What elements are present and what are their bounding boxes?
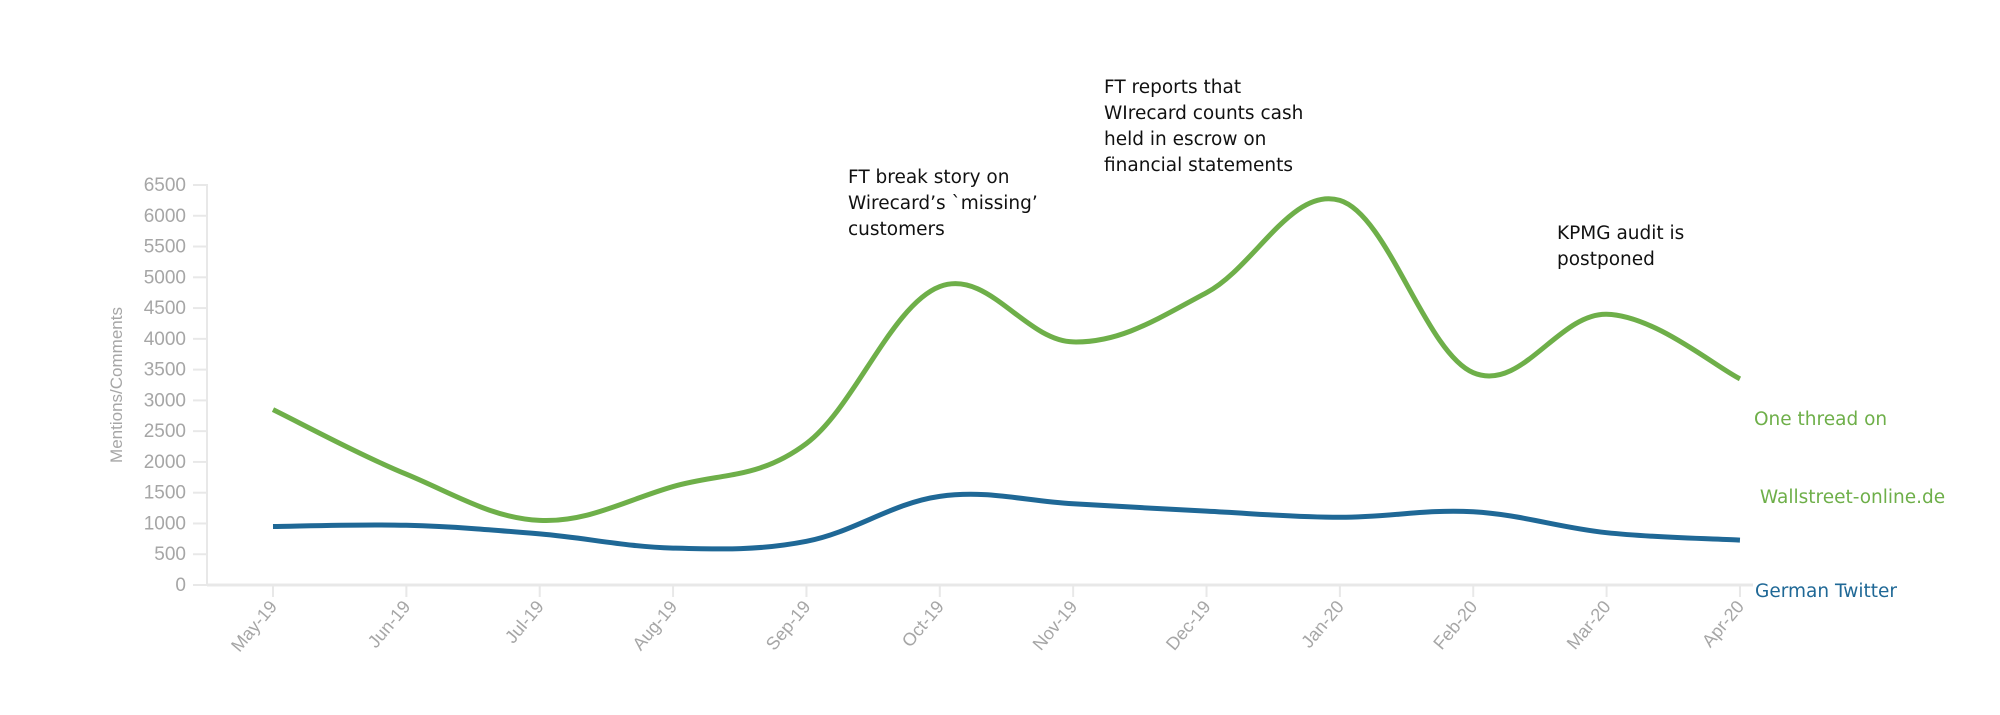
legend-label-line: Wallstreet-online.de xyxy=(1754,487,1946,508)
annotation-line: customers xyxy=(848,219,945,240)
y-tick-label: 0 xyxy=(175,575,186,596)
legend-label-wallstreet-online: One thread on Wallstreet-online.de xyxy=(1754,355,1945,537)
annotation-line: held in escrow on xyxy=(1104,129,1267,150)
y-tick-label: 500 xyxy=(154,544,186,565)
x-axis: May-19 Jun-19 Jul-19 Aug-19 Sep-19 Oct-19 Nov-… xyxy=(207,583,1753,656)
y-tick-label: 6500 xyxy=(144,175,186,196)
y-tick-label: 5500 xyxy=(144,237,186,258)
y-tick-label: 4500 xyxy=(144,298,186,319)
series-line xyxy=(271,196,1742,523)
y-tick-label: 1500 xyxy=(144,483,186,504)
series-german-twitter xyxy=(272,491,1741,552)
y-tick-label: 1000 xyxy=(144,513,186,534)
y-tick-label: 4000 xyxy=(144,329,186,350)
x-tick-label: Mar-20 xyxy=(1563,597,1615,654)
x-tick-label: Oct-19 xyxy=(898,597,948,651)
annotation-line: financial statements xyxy=(1104,155,1293,176)
annotation-ft-break-story: FT break story on Wirecard’s `missing’ c… xyxy=(848,165,1038,243)
y-axis-label: Mentions/Comments xyxy=(107,307,126,463)
x-tick-label: Jun-19 xyxy=(364,597,415,652)
x-tick-label: Nov-19 xyxy=(1029,597,1082,654)
x-tick-label: May-19 xyxy=(227,597,281,656)
y-tick-label: 2500 xyxy=(144,421,186,442)
legend-label-line: German Twitter xyxy=(1755,581,1897,602)
annotation-line: postponed xyxy=(1557,249,1655,270)
legend-label-german-twitter: German Twitter xyxy=(1755,527,1897,631)
annotation-ft-reports-escrow: FT reports that WIrecard counts cash hel… xyxy=(1104,75,1303,179)
annotation-line: FT reports that xyxy=(1104,77,1242,98)
y-tick-label: 5000 xyxy=(144,267,186,288)
y-tick-label: 2000 xyxy=(144,452,186,473)
annotation-line: KPMG audit is xyxy=(1557,223,1685,244)
x-tick-label: Dec-19 xyxy=(1162,597,1215,654)
x-tick-label: Apr-20 xyxy=(1698,597,1748,651)
series-wallstreet-online xyxy=(271,196,1742,523)
y-tick-label: 3500 xyxy=(144,360,186,381)
y-tick-label: 6000 xyxy=(144,206,186,227)
x-tick-label: Jan-20 xyxy=(1297,597,1348,652)
series-line xyxy=(272,491,1741,552)
annotation-line: FT break story on xyxy=(848,167,1010,188)
x-tick-label: Aug-19 xyxy=(629,597,682,654)
legend-label-line: One thread on xyxy=(1754,409,1888,430)
series-layer xyxy=(271,196,1742,552)
x-tick-label: Sep-19 xyxy=(762,597,815,654)
x-tick-label: Jul-19 xyxy=(501,597,548,647)
y-axis: 0 500 1000 1500 2000 2500 3000 3500 4000 4500 5000… xyxy=(144,175,208,596)
annotation-line: Wirecard’s `missing’ xyxy=(848,193,1038,214)
x-tick-label: Feb-20 xyxy=(1429,597,1481,654)
y-tick-label: 3000 xyxy=(144,390,186,411)
annotation-kpmg-audit: KPMG audit is postponed xyxy=(1557,221,1684,273)
annotation-line: WIrecard counts cash xyxy=(1104,103,1304,124)
